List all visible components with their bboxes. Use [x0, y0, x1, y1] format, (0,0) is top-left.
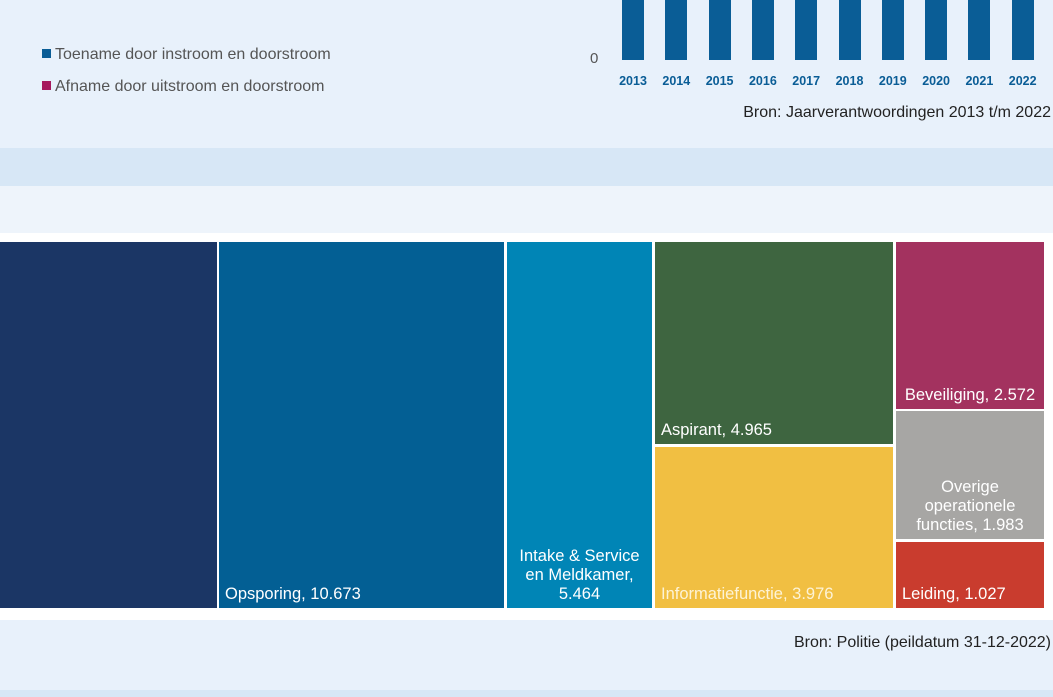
bar	[1011, 0, 1034, 60]
cell-label: Overige operationele functies, 1.983	[916, 478, 1024, 535]
x-tick-label: 2019	[878, 74, 907, 88]
treemap-cell: Informatiefunctie, 3.976	[655, 447, 893, 608]
legend-item: Toename door instroom en doorstroom	[42, 46, 331, 64]
x-tick-label: 2017	[792, 74, 821, 88]
treemap-cell: Aspirant, 4.965	[655, 242, 893, 444]
treemap-cell: Overige operationele functies, 1.983	[896, 411, 1044, 539]
source: Bron: Politie (peildatum 31-12-2022)	[793, 634, 1051, 651]
x-tick-label: 2020	[922, 74, 950, 88]
x-tick-label: 2016	[748, 74, 777, 88]
bottom-panel	[0, 620, 1053, 690]
y-tick-label: 0	[590, 50, 599, 67]
legend-label: Afname door uitstroom en doorstroom	[55, 78, 325, 95]
x-tick-label: 2022	[1008, 74, 1037, 88]
x-tick-label: 2018	[835, 74, 864, 88]
band	[0, 690, 1053, 697]
treemap-cell: Leiding, 1.027	[896, 542, 1044, 608]
treemap-cell: Intake & Service en Meldkamer, 5.464	[507, 242, 652, 608]
x-tick-label: 2015	[705, 74, 734, 88]
legend-label: Toename door instroom en doorstroom	[55, 46, 331, 63]
bar	[622, 0, 644, 60]
treemap-cell	[0, 242, 217, 608]
x-tick-label: 2021	[965, 74, 994, 88]
legend-item: Afname door uitstroom en doorstroom	[42, 78, 324, 96]
band	[0, 186, 1053, 233]
cell-label: Beveiliging, 2.572	[904, 386, 1036, 405]
x-tick-label: 2014	[662, 74, 691, 88]
cell-label: Aspirant, 4.965	[661, 421, 772, 440]
bar	[838, 0, 861, 60]
source: Bron: Jaarverantwoordingen 2013 t/m 2022	[743, 104, 1051, 121]
bar	[881, 0, 904, 60]
bar	[665, 0, 688, 60]
cell-label: Opsporing, 10.673	[225, 585, 361, 604]
bar	[795, 0, 818, 60]
legend-swatch	[42, 49, 51, 58]
bar	[708, 0, 731, 60]
legend-swatch	[42, 81, 51, 90]
cell-label: Leiding, 1.027	[902, 585, 1006, 604]
treemap-cell: Opsporing, 10.673	[219, 242, 504, 608]
treemap-cell: Beveiliging, 2.572	[896, 242, 1044, 409]
bar	[925, 0, 948, 60]
bar	[968, 0, 991, 60]
cell-label: Intake & Service en Meldkamer, 5.464	[519, 547, 640, 604]
cell-label: Informatiefunctie, 3.976	[661, 585, 834, 604]
bar	[751, 0, 774, 60]
top-panel	[0, 0, 1053, 148]
x-tick-label: 2013	[619, 74, 647, 88]
band	[0, 148, 1053, 186]
